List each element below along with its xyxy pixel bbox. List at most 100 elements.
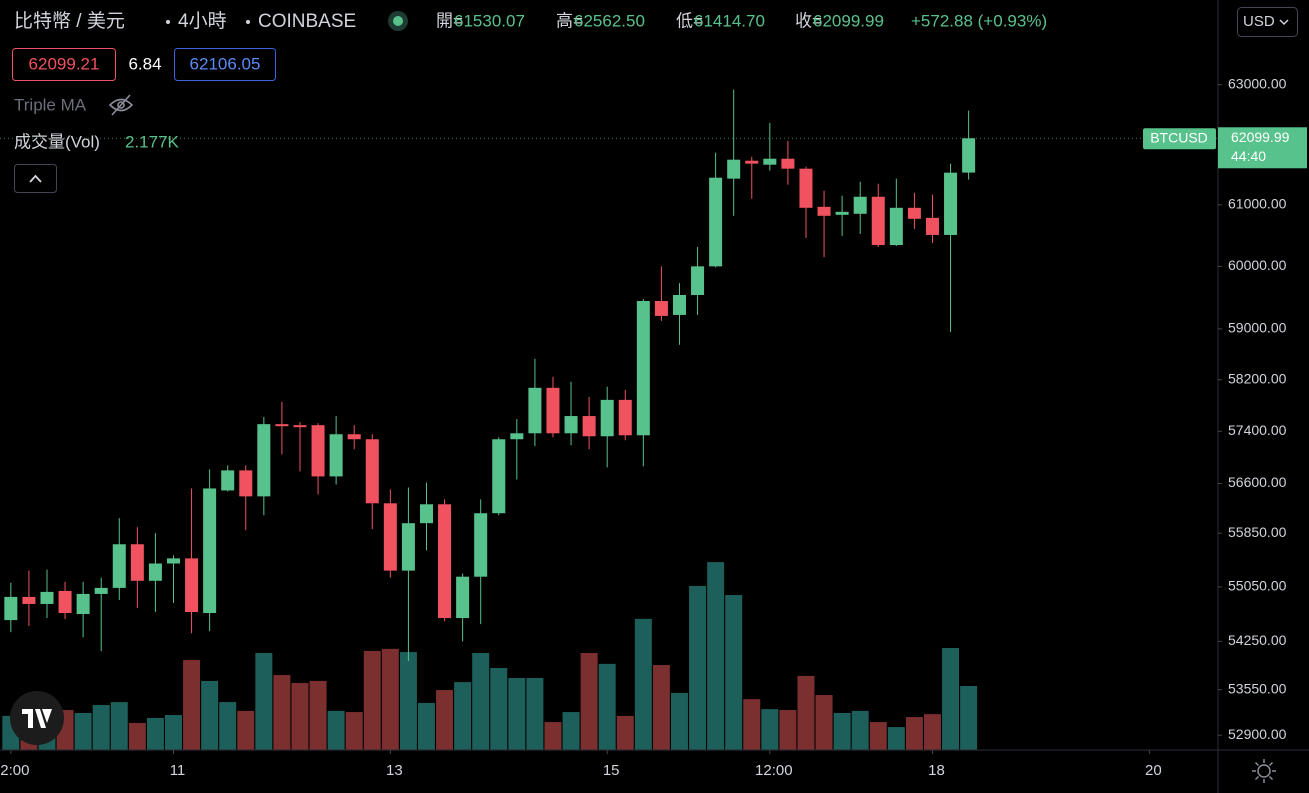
volume-bar	[291, 682, 309, 750]
volume-bar	[869, 722, 887, 750]
hide-icon[interactable]	[108, 94, 134, 116]
volume-bar	[110, 702, 128, 750]
candle-body	[618, 399, 632, 436]
volume-bar	[417, 702, 435, 750]
volume-bar	[797, 675, 815, 750]
symbol: 比特幣 / 美元	[14, 10, 125, 32]
candle-body	[853, 196, 867, 214]
x-tick-label: 20	[1145, 762, 1162, 779]
status-dot	[393, 16, 403, 26]
candle-body	[944, 172, 958, 235]
candle-body	[691, 266, 705, 295]
volume-bar	[562, 712, 580, 750]
price-tag	[1218, 127, 1307, 169]
candle-body	[203, 488, 217, 614]
volume-bar	[219, 702, 237, 750]
candle-body	[365, 439, 379, 504]
collapse-button[interactable]	[14, 164, 57, 193]
candle-body	[22, 596, 36, 604]
price-tag-label: 62099.99	[1231, 129, 1290, 145]
y-tick-label: 53550.00	[1228, 680, 1287, 696]
x-tick-label: 13	[386, 762, 403, 779]
candle-body	[474, 513, 488, 577]
candle-body	[40, 591, 54, 604]
candle-body	[763, 158, 777, 165]
volume-bar	[616, 715, 634, 750]
volume-bar	[363, 650, 381, 750]
symbol-tag-label: BTCUSD	[1150, 129, 1208, 145]
volume-bar	[779, 710, 797, 750]
candle-body	[329, 434, 343, 477]
ohlc-value: 62099.99	[813, 11, 884, 30]
candle-body	[419, 504, 433, 524]
candle-body	[438, 504, 452, 619]
volume-bar	[327, 710, 345, 750]
ohlc-label: 開=	[436, 11, 463, 30]
logo-mark	[22, 709, 52, 728]
chevron	[29, 174, 42, 183]
volume-bar	[652, 665, 670, 750]
candle-body	[166, 558, 180, 564]
ohlc-value: 61414.70	[694, 11, 765, 30]
indicator-ma[interactable]: Triple MA	[14, 95, 87, 114]
candle-body	[492, 439, 506, 514]
volume-bar	[183, 660, 201, 750]
y-tick-label: 55850.00	[1228, 524, 1287, 540]
candle-body	[456, 576, 470, 619]
candle-body	[4, 596, 18, 621]
candle-body	[672, 294, 686, 315]
volume-bar	[92, 705, 110, 750]
volume-bar	[905, 717, 923, 750]
volume-bar	[164, 715, 182, 750]
candle-body	[835, 211, 849, 215]
volume-bar	[544, 722, 562, 750]
indicator-volume[interactable]: 成交量(Vol)	[14, 132, 100, 151]
volume-bar	[20, 740, 38, 750]
bid-box[interactable]	[12, 48, 116, 81]
ask-box[interactable]	[174, 48, 276, 81]
volume-bar	[761, 709, 779, 750]
volume-bar	[689, 585, 707, 750]
candle-body	[781, 158, 795, 169]
candle-body	[709, 177, 723, 267]
volume-bar	[273, 675, 291, 750]
candle-body	[58, 590, 72, 614]
candle-body	[528, 387, 542, 434]
logo[interactable]	[10, 691, 64, 745]
volume-bar	[508, 677, 526, 750]
volume-bar	[309, 680, 327, 750]
volume-bar	[598, 663, 616, 750]
volume-bar	[472, 652, 490, 750]
change: +572.88 (+0.93%)	[911, 11, 1047, 30]
candle-body	[257, 424, 271, 497]
candle-body	[94, 587, 108, 594]
volume-bar	[381, 648, 399, 750]
candle-body	[925, 217, 939, 235]
candle-body	[383, 503, 397, 571]
y-tick-label: 61000.00	[1228, 196, 1287, 212]
volume-bar	[670, 692, 688, 750]
x-tick-label: 15	[603, 762, 620, 779]
currency-button[interactable]	[1237, 7, 1298, 37]
candle-body	[817, 206, 831, 216]
plot	[0, 89, 1218, 750]
candle-body	[148, 563, 162, 581]
separator	[166, 20, 170, 24]
y-tick-label: 57400.00	[1228, 422, 1287, 438]
settings-icon[interactable]	[1252, 759, 1276, 783]
candle-body	[727, 159, 741, 179]
volume-bar	[128, 722, 146, 750]
y-tick-label: 52900.00	[1228, 726, 1287, 742]
candle-body	[962, 138, 976, 173]
candle-body	[889, 207, 903, 246]
candle-body	[600, 399, 614, 437]
candle-body	[799, 168, 813, 208]
candle-body	[293, 425, 307, 428]
candle-body	[239, 470, 253, 497]
volume-bar	[851, 710, 869, 750]
y-tick-label: 59000.00	[1228, 320, 1287, 336]
candle-body	[311, 425, 325, 477]
volume-bar	[454, 682, 472, 750]
